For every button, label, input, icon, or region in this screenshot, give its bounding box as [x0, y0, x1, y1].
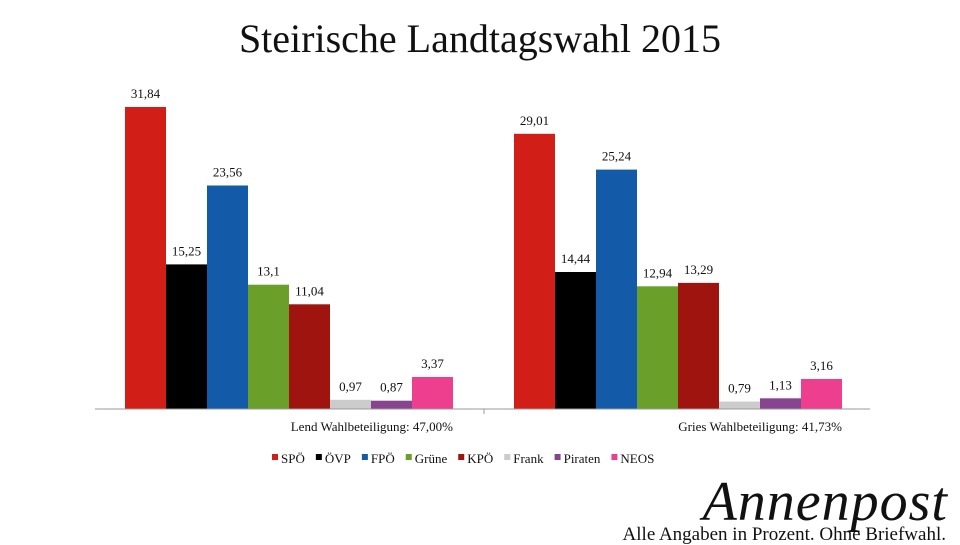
bar-fpö-group-1	[207, 185, 248, 409]
value-label: 13,29	[684, 262, 713, 277]
legend-swatch-frank	[504, 454, 511, 460]
value-label: 3,16	[810, 358, 833, 373]
group-labels-layer: Lend Wahlbeteiligung: 47,00% Gries Wahlbe…	[291, 419, 842, 434]
value-label: 3,37	[421, 356, 444, 371]
bar-kpö-group-2	[678, 282, 719, 409]
value-label: 15,25	[172, 243, 201, 258]
legend-label-fpö: FPÖ	[371, 451, 395, 466]
legend-swatch-spö	[272, 454, 278, 460]
bar-neos-group-2	[801, 379, 842, 409]
bar-spö-group-1	[125, 107, 166, 409]
bar-frank-group-1	[330, 399, 371, 409]
bar-piraten-group-1	[371, 400, 412, 409]
bars-layer	[125, 107, 842, 410]
bar-övp-group-1	[166, 264, 207, 409]
chart-title: Steirische Landtagswahl 2015	[239, 16, 721, 61]
value-label: 12,94	[643, 265, 673, 280]
value-label: 25,24	[602, 149, 632, 164]
value-label: 0,97	[339, 379, 362, 394]
bar-spö-group-2	[514, 133, 555, 410]
legend-swatch-piraten	[554, 454, 561, 460]
legend-swatch-grüne	[405, 454, 412, 460]
legend-label-spö: SPÖ	[281, 451, 305, 466]
bar-piraten-group-2	[760, 398, 801, 409]
value-label: 31,84	[131, 86, 161, 101]
value-label: 23,56	[213, 165, 243, 180]
value-label: 11,04	[295, 283, 324, 298]
legend-label-övp: ÖVP	[325, 451, 351, 466]
legend-label-grüne: Grüne	[415, 451, 448, 466]
bar-neos-group-1	[412, 377, 453, 409]
group-label-2: Gries Wahlbeteiligung: 41,73%	[678, 419, 842, 434]
legend-swatch-neos	[611, 454, 618, 460]
bar-grüne-group-2	[637, 286, 678, 409]
bar-övp-group-2	[555, 272, 596, 409]
footnote: Alle Angaben in Prozent. Ohne Briefwahl.	[623, 524, 946, 545]
legend-swatch-kpö	[458, 454, 465, 460]
bar-frank-group-2	[719, 401, 760, 409]
legend-label-piraten: Piraten	[564, 451, 601, 466]
value-label: 13,1	[257, 264, 280, 279]
bar-fpö-group-2	[596, 169, 637, 409]
bar-grüne-group-1	[248, 284, 289, 409]
legend-label-neos: NEOS	[620, 451, 654, 466]
brand-logo: Annenpost	[699, 471, 949, 533]
value-label: 0,87	[380, 380, 403, 395]
bar-kpö-group-1	[289, 304, 330, 409]
value-label: 14,44	[561, 251, 591, 266]
value-label: 29,01	[520, 113, 549, 128]
value-label: 1,13	[769, 377, 792, 392]
group-label-1: Lend Wahlbeteiligung: 47,00%	[291, 419, 453, 434]
legend-swatch-övp	[315, 454, 322, 460]
value-labels-layer: 31,84 15,25 23,56 13,1 11,04 0,97 0,87 3,37 29,0…	[131, 86, 834, 396]
legend: SPÖ ÖVP FPÖ Grüne KPÖ Frank Piraten NEOS	[272, 451, 654, 466]
legend-label-kpö: KPÖ	[467, 451, 493, 466]
legend-swatch-fpö	[361, 454, 368, 460]
value-label: 0,79	[728, 381, 751, 396]
legend-label-frank: Frank	[513, 451, 544, 466]
